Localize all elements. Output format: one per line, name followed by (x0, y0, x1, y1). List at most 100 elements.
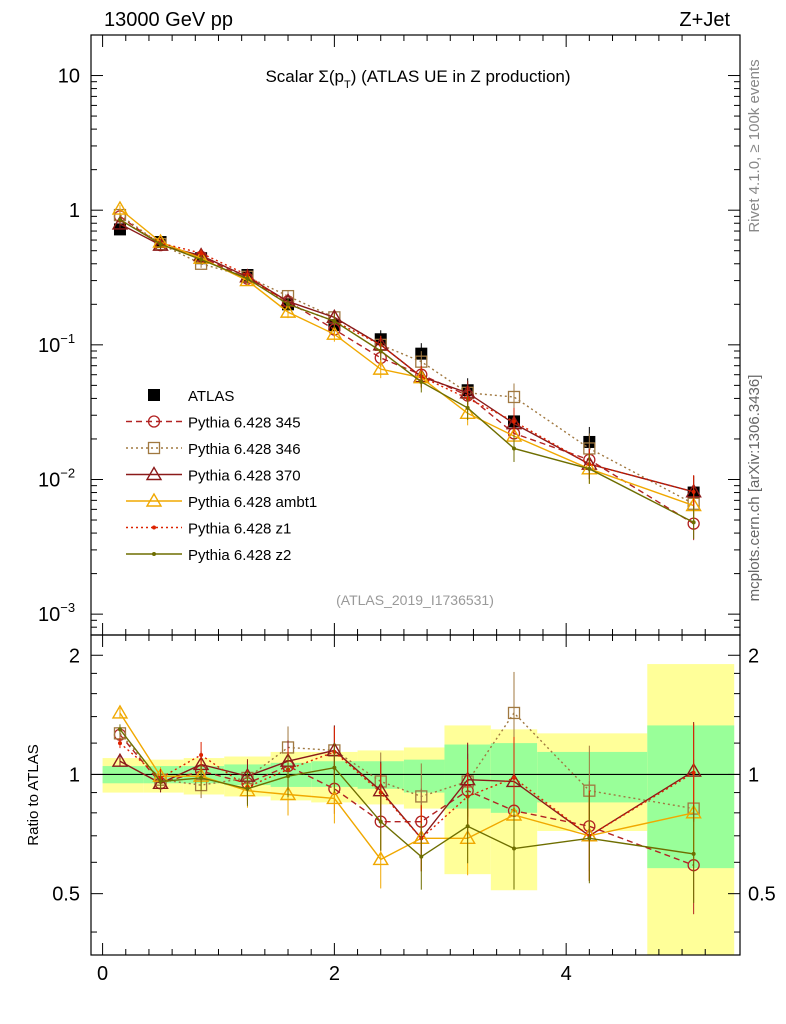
main-y-tick-label: 10−2 (38, 465, 75, 491)
legend-marker (145, 492, 163, 507)
main-data-point (507, 390, 521, 404)
ratio-y-axis-label: Ratio to ATLAS (25, 744, 42, 845)
main-y-tick-label: 1 (69, 200, 80, 222)
ratio-x-tick-label: 2 (329, 963, 340, 985)
ratio-data-point (279, 786, 297, 801)
ratio-data-point (512, 846, 517, 851)
ratio-data-point (372, 851, 389, 866)
main-y-tick-label: 10 (58, 66, 80, 88)
title-main: Scalar Σ(p (265, 67, 344, 86)
main-series-0 (113, 223, 700, 510)
legend-marker (145, 466, 163, 481)
ratio-y-tick-label: 0.5 (52, 884, 80, 906)
main-data-point (512, 446, 517, 451)
main-series-line (119, 208, 694, 507)
main-y-tick-exponent: −3 (60, 600, 75, 615)
ratio-y-tick-label-right: 2 (748, 645, 759, 667)
main-data-point (199, 251, 204, 256)
main-series-line (119, 219, 694, 493)
ratio-data-point (507, 706, 521, 720)
ratio-data-point (111, 752, 129, 767)
ratio-y-tick-label-right: 0.5 (748, 884, 776, 906)
ratio-series-layer (111, 671, 702, 915)
main-data-point (419, 379, 424, 384)
main-data-point (465, 405, 470, 410)
legend-item: Pythia 6.428 z1 (126, 521, 291, 538)
title-subscript: T (344, 79, 351, 91)
main-plot-frame (90, 34, 741, 636)
ratio-plot-panel: 0.5 0.5 1 1 2 2 0 2 4 Ratio to ATLAS (25, 634, 776, 985)
ratio-series-line (119, 734, 694, 866)
ratio-series-5 (117, 724, 696, 903)
legend-label: Pythia 6.428 345 (188, 415, 301, 432)
main-data-point (199, 257, 204, 262)
ratio-uncertainty-bands (102, 664, 735, 955)
ratio-data-point (691, 851, 696, 856)
ratio-data-point (332, 765, 337, 770)
main-data-point (111, 215, 129, 230)
main-data-point (158, 242, 163, 247)
main-data-point (691, 520, 696, 525)
ratio-data-point (117, 727, 122, 732)
main-series-line (119, 219, 694, 524)
legend-label: Pythia 6.428 z1 (188, 521, 291, 538)
legend-label: ATLAS (188, 388, 234, 405)
ratio-data-point (199, 752, 204, 757)
ratio-data-point (419, 854, 424, 859)
main-series-line (119, 223, 694, 493)
main-data-point (245, 276, 250, 281)
legend-marker (147, 441, 161, 455)
ratio-plot-frame (90, 634, 741, 956)
ratio-data-point (199, 775, 204, 780)
legend: ATLAS Pythia 6.428 345 Pythia 6.428 346 Pyt… (126, 388, 317, 564)
legend-item: Pythia 6.428 370 (126, 466, 301, 485)
ratio-y-tick-label: 2 (69, 645, 80, 667)
ratio-series-line (119, 742, 695, 840)
ratio-axes: 0.5 0.5 1 1 2 2 0 2 4 (52, 635, 776, 985)
main-data-point (512, 419, 517, 424)
main-y-tick-exponent: −1 (60, 331, 75, 346)
legend-label: Pythia 6.428 ambt1 (188, 494, 317, 511)
ratio-data-point (158, 779, 163, 784)
ratio-series-line (119, 712, 694, 861)
main-data-point (332, 319, 337, 324)
ratio-data-point (111, 704, 129, 719)
legend-label: Pythia 6.428 346 (188, 441, 301, 458)
legend-label: Pythia 6.428 z2 (188, 547, 291, 564)
legend-marker (148, 389, 160, 401)
main-data-point (239, 272, 256, 287)
header-energy: 13000 GeV pp (104, 9, 233, 31)
ratio-series-line (119, 749, 695, 840)
legend-marker (152, 552, 156, 556)
ratio-data-point (326, 790, 343, 805)
legend-marker (152, 525, 156, 530)
main-data-point (691, 489, 696, 494)
ratio-data-point (245, 786, 250, 791)
main-y-tick-label: 10−1 (38, 331, 75, 357)
main-y-tick-base: 10 (38, 604, 60, 626)
ratio-x-tick-label: 4 (561, 963, 572, 985)
ratio-data-point (691, 770, 696, 775)
main-y-tick-base: 10 (38, 335, 60, 357)
legend-item: Pythia 6.428 346 (126, 441, 301, 458)
legend-marker (147, 415, 161, 428)
main-series-6 (117, 215, 696, 539)
main-series-layer (111, 200, 702, 541)
header-process: Z+Jet (679, 9, 730, 31)
main-y-tick-exponent: −2 (60, 465, 75, 480)
main-data-point (286, 302, 291, 307)
main-data-point (279, 303, 297, 318)
ratio-y-tick-label: 1 (69, 764, 80, 786)
ratio-band-inner (647, 725, 735, 869)
main-y-tick-base: 10 (38, 469, 60, 491)
ratio-data-point (587, 836, 592, 841)
ratio-data-point (465, 824, 470, 829)
analysis-id: (ATLAS_2019_I1736531) (336, 592, 494, 608)
ratio-data-point (512, 775, 517, 780)
legend-label: Pythia 6.428 370 (188, 468, 301, 485)
ratio-series-line (119, 728, 694, 858)
ratio-series-line (119, 711, 694, 810)
